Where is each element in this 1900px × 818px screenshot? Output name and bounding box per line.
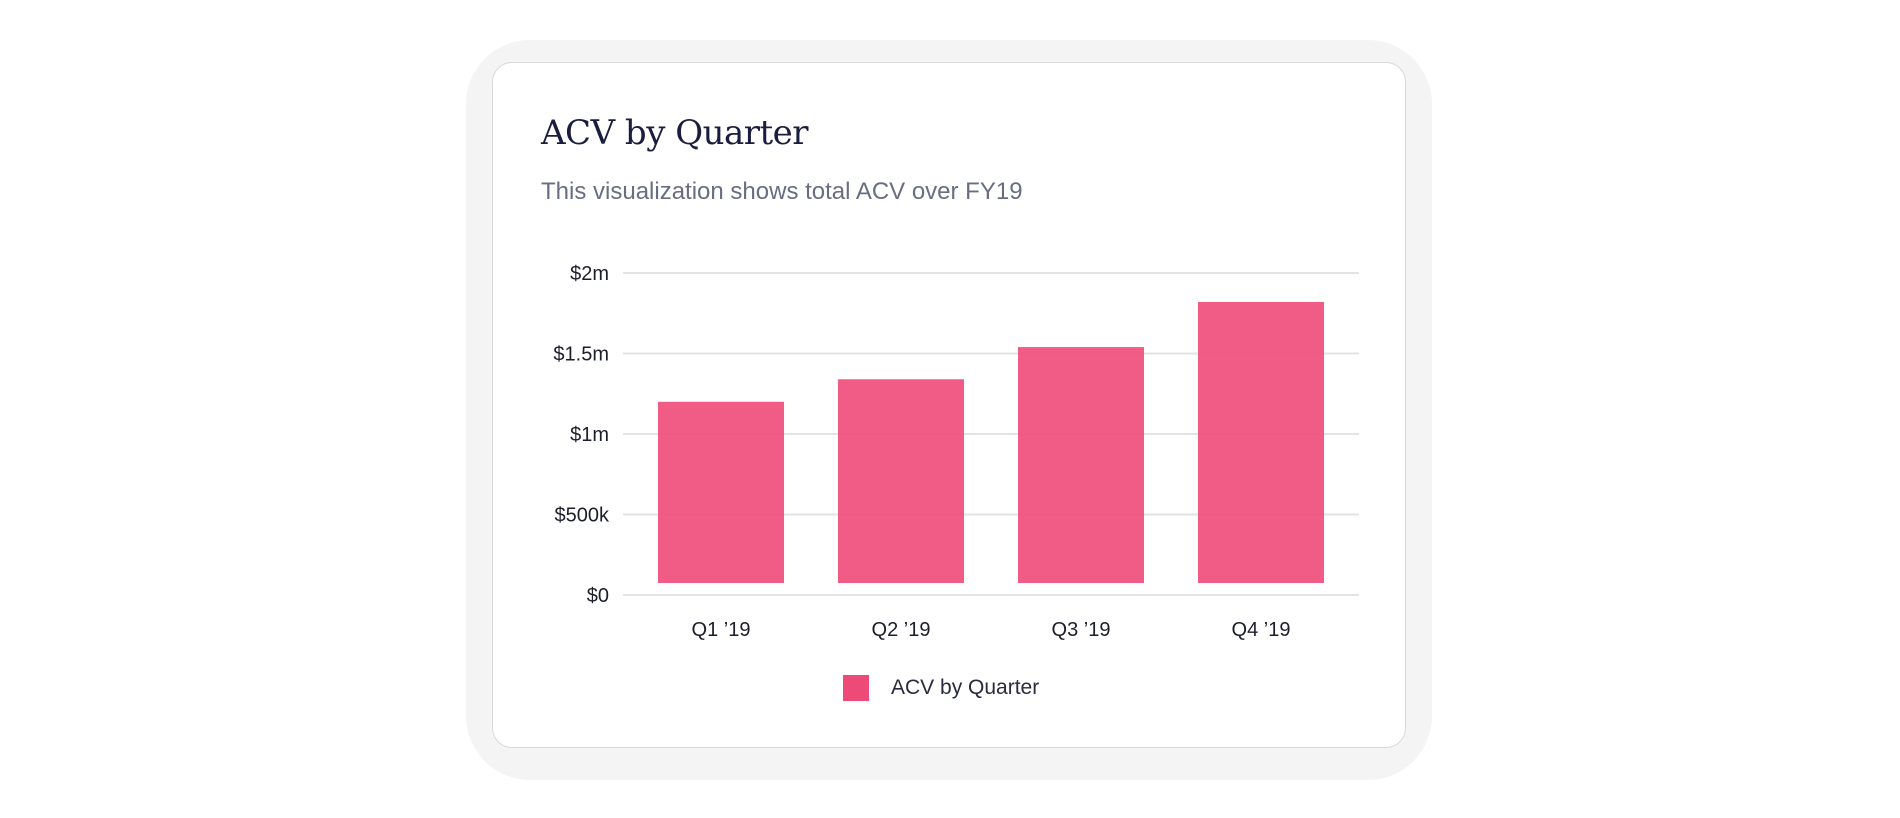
bar bbox=[1018, 347, 1144, 583]
chart-card: ACV by Quarter This visualization shows … bbox=[492, 62, 1406, 748]
x-tick-label: Q3 ’19 bbox=[1052, 619, 1111, 641]
x-axis-ticks: Q1 ’19 Q2 ’19 Q3 ’19 Q4 ’19 bbox=[692, 619, 1291, 641]
legend-swatch bbox=[843, 675, 869, 701]
bar bbox=[658, 401, 784, 583]
chart-title: ACV by Quarter bbox=[541, 113, 809, 153]
x-tick-label: Q4 ’19 bbox=[1232, 619, 1291, 641]
x-tick-label: Q1 ’19 bbox=[692, 619, 751, 641]
bar-chart: $0 $500k $1m $1.5m $2m Q1 ’19 Q2 ’19 Q3 ’19 Q4 … bbox=[553, 263, 1359, 641]
legend: ACV by Quarter bbox=[843, 675, 1039, 701]
legend-label: ACV by Quarter bbox=[891, 676, 1040, 699]
y-axis-ticks: $0 $500k $1m $1.5m $2m bbox=[553, 263, 610, 607]
bars bbox=[658, 301, 1324, 583]
y-tick-label: $500k bbox=[555, 505, 610, 527]
y-tick-label: $1m bbox=[570, 424, 609, 446]
x-tick-label: Q2 ’19 bbox=[872, 619, 931, 641]
bar bbox=[838, 379, 964, 583]
y-tick-label: $2m bbox=[570, 263, 609, 285]
y-tick-label: $1.5m bbox=[553, 344, 609, 366]
chart-subtitle: This visualization shows total ACV over … bbox=[541, 178, 1023, 205]
bar bbox=[1198, 301, 1324, 583]
y-tick-label: $0 bbox=[587, 585, 609, 607]
